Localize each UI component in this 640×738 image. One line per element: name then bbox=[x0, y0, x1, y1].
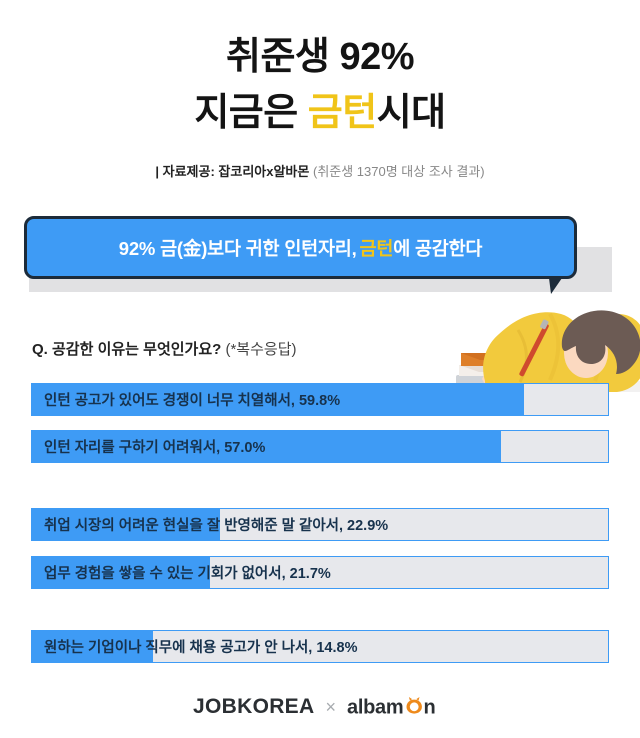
svg-text:albam: albam bbox=[347, 697, 403, 719]
svg-text:n: n bbox=[423, 697, 435, 719]
